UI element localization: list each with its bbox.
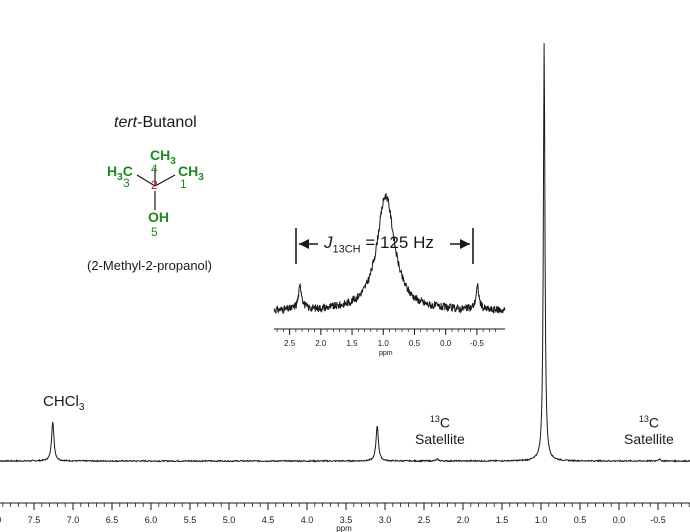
- methyl-group-top: CH3: [150, 147, 176, 167]
- main-x-tick-label: 1.0: [535, 515, 548, 525]
- atom-number-5: 5: [151, 225, 158, 239]
- inset-x-tick-label: 2.5: [284, 339, 296, 348]
- inset-x-axis-label: ppm: [379, 350, 393, 357]
- main-x-tick-label: 0.5: [574, 515, 587, 525]
- main-x-tick-label: 1.5: [496, 515, 509, 525]
- molecule-bonds: [136, 168, 176, 210]
- main-x-axis-label: ppm: [336, 524, 352, 532]
- j-coupling-label: J13CH = 125 Hz: [324, 233, 434, 256]
- main-x-tick-label: 8.0: [0, 515, 1, 525]
- hydroxyl-group: OH: [148, 209, 169, 225]
- main-x-tick-label: 7.5: [28, 515, 41, 525]
- main-x-tick-label: -0.5: [650, 515, 666, 525]
- atom-number-2: 2: [151, 178, 158, 192]
- inset-plot: 2.5 2.0 1.5 1.0 0.5 0.0 -0.5 ppm: [273, 192, 506, 357]
- chcl3-peak-label: CHCl3: [43, 393, 85, 413]
- methyl-group-right: CH3: [178, 163, 204, 183]
- main-x-tick-label: 6.0: [145, 515, 158, 525]
- molecule-name: tert-Butanol: [114, 114, 197, 131]
- molecule-iupac-name: (2-Methyl-2-propanol): [87, 258, 212, 273]
- main-x-axis: 8.0 7.5 7.0 6.5 6.0 5.5 5.0 4.5 4.0 3.5 3.0 2.5 2.0 1…: [0, 502, 690, 532]
- inset-spectrum-trace: [273, 192, 506, 315]
- main-x-tick-label: 0.0: [613, 515, 626, 525]
- main-x-tick-label: 3.0: [379, 515, 392, 525]
- inset-x-axis: 2.5 2.0 1.5 1.0 0.5 0.0 -0.5 ppm: [274, 328, 505, 357]
- methyl-group-left: H3C: [107, 163, 133, 183]
- main-spectrum-trace: [0, 43, 690, 463]
- inset-x-tick-label: 0.0: [440, 339, 452, 348]
- atom-number-4: 4: [151, 162, 158, 176]
- main-x-tick-label: 4.0: [301, 515, 314, 525]
- satellite-label-right: 13C Satellite: [624, 414, 674, 447]
- inset-x-tick-label: -0.5: [470, 339, 484, 348]
- atom-number-1: 1: [180, 177, 187, 191]
- inset-x-tick-label: 0.5: [409, 339, 421, 348]
- j-coupling-arrow: [295, 228, 474, 264]
- inset-x-tick-label: 2.0: [315, 339, 327, 348]
- main-x-tick-label: 6.5: [106, 515, 119, 525]
- atom-number-3: 3: [123, 176, 130, 190]
- inset-x-tick-label: 1.0: [378, 339, 390, 348]
- satellite-label-left: 13C Satellite: [415, 414, 465, 447]
- main-x-tick-label: 2.0: [457, 515, 470, 525]
- main-x-tick-label: 3.5: [340, 515, 353, 525]
- main-x-tick-label: 5.5: [184, 515, 197, 525]
- inset-x-tick-label: 1.5: [346, 339, 358, 348]
- main-x-tick-label: 4.5: [262, 515, 275, 525]
- main-x-tick-label: 7.0: [67, 515, 80, 525]
- main-x-tick-label: 2.5: [418, 515, 431, 525]
- main-x-tick-label: 5.0: [223, 515, 236, 525]
